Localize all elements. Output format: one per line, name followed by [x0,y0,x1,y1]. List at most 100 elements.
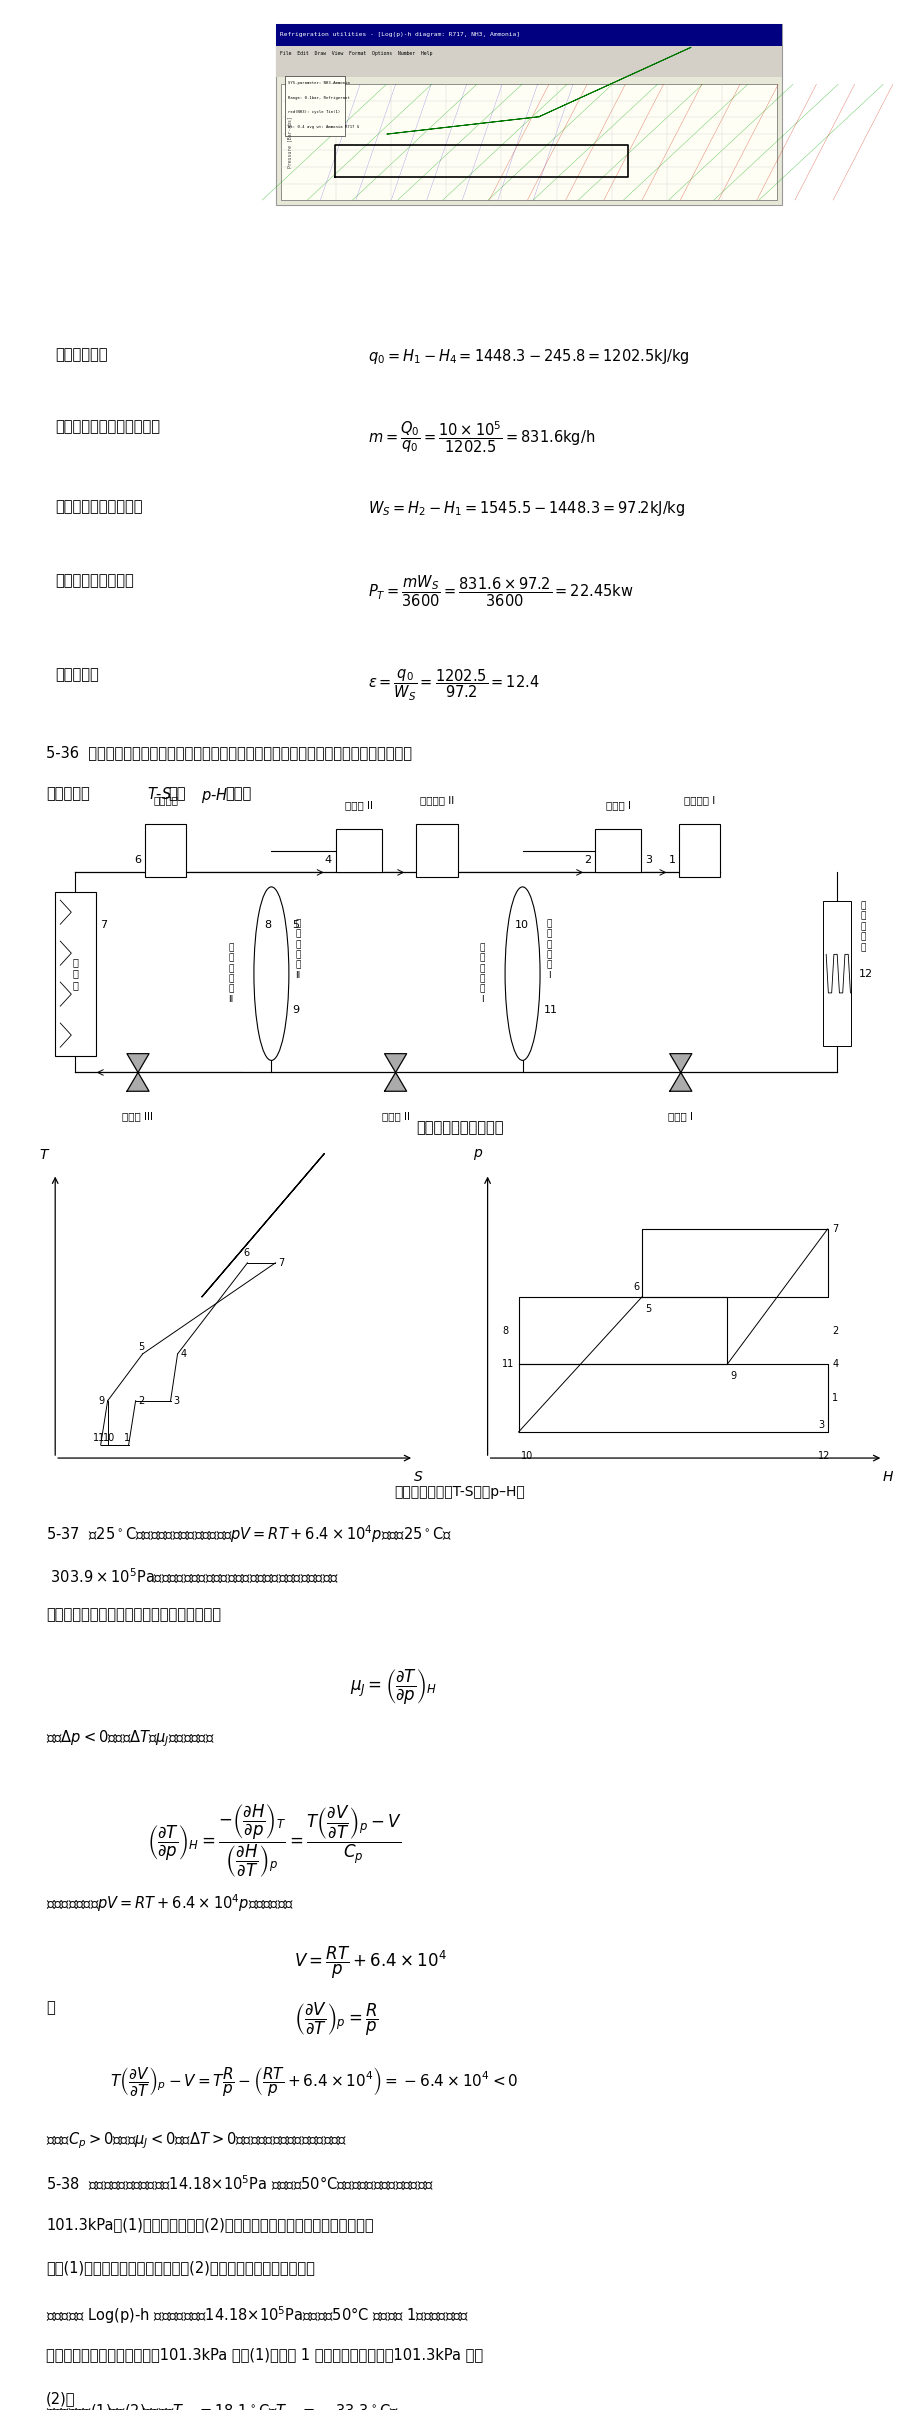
Text: 4: 4 [832,1359,837,1369]
Text: 制冷剂的流量（循环量）为: 制冷剂的流量（循环量）为 [55,419,160,434]
Text: $S$: $S$ [413,1470,424,1485]
Text: 则: 则 [46,2000,55,2015]
Text: 5: 5 [644,1304,651,1313]
Text: 中
间
冷
却
罐
II: 中 间 冷 却 罐 II [228,942,233,1005]
Text: $p$: $p$ [472,1147,482,1162]
Text: 比热容$C_p > 0$，因此$\mu_J < 0$，故$\Delta T > 0$，即节流膨胀后气体的温度上升。: 比热容$C_p > 0$，因此$\mu_J < 0$，故$\Delta T > … [46,2130,347,2152]
Text: 节流阀 I: 节流阀 I [667,1111,693,1121]
Text: 7: 7 [278,1258,284,1268]
Text: 2: 2 [584,856,591,865]
Text: 图上。: 图上。 [225,786,252,800]
Polygon shape [127,1053,149,1092]
Text: 6: 6 [134,856,141,865]
Text: 4: 4 [324,856,332,865]
Text: Refrigeration utilities - [Log(p)-h diagram: R717, NH3, Ammonia]: Refrigeration utilities - [Log(p)-h diag… [279,31,519,39]
Ellipse shape [505,887,539,1060]
Text: 101.3kPa。(1)绝热节流膨胀；(2)可逆绝热膨胀。试求氨膨胀后的温度。: 101.3kPa。(1)绝热节流膨胀；(2)可逆绝热膨胀。试求氨膨胀后的温度。 [46,2217,373,2232]
Text: Range: 0.1bar, Refrigerant: Range: 0.1bar, Refrigerant [288,96,349,99]
Text: 6: 6 [632,1282,639,1292]
Text: 水冷器 II: 水冷器 II [345,800,372,810]
FancyBboxPatch shape [285,77,345,137]
Text: $\left(\dfrac{\partial T}{\partial p}\right)_H = \dfrac{-\left(\dfrac{\partial H: $\left(\dfrac{\partial T}{\partial p}\ri… [147,1803,402,1880]
Text: 3: 3 [644,856,652,865]
FancyBboxPatch shape [280,84,777,200]
Text: 在氨的电子 Log(p)-h 图上找到压力为14.18×10$^5$Pa、温度为50°C 对应的点 1，然后沿等焓线: 在氨的电子 Log(p)-h 图上找到压力为14.18×10$^5$Pa、温度为… [46,2304,469,2326]
Text: $H$: $H$ [880,1470,893,1485]
Text: 压缩机的单位耗功量为: 压缩机的单位耗功量为 [55,499,142,513]
Text: 11: 11 [93,1434,106,1444]
Text: 氨的状态方程式$pV = RT + 6.4\times10^4p$，可以改写成: 氨的状态方程式$pV = RT + 6.4\times10^4p$，可以改写成 [46,1892,294,1914]
Text: 图和: 图和 [168,786,186,800]
Text: 高压汽缸: 高压汽缸 [153,795,178,805]
FancyBboxPatch shape [276,24,781,46]
Text: 冷
凝
器: 冷 凝 器 [73,957,78,991]
Text: 3: 3 [818,1419,823,1429]
Text: 12: 12 [857,969,871,978]
FancyBboxPatch shape [276,24,781,205]
Text: 6: 6 [243,1248,249,1258]
Text: $m = \dfrac{Q_0}{q_0} = \dfrac{10\times10^5}{1202.5} = 831.6\mathrm{kg/h}$: $m = \dfrac{Q_0}{q_0} = \dfrac{10\times1… [368,419,595,455]
Text: 3: 3 [173,1395,179,1405]
Text: $\left(\dfrac{\partial V}{\partial T}\right)_p = \dfrac{R}{p}$: $\left(\dfrac{\partial V}{\partial T}\ri… [294,2000,379,2036]
Text: $\varepsilon = \dfrac{q_0}{W_S} = \dfrac{1202.5}{97.2} = 12.4$: $\varepsilon = \dfrac{q_0}{W_S} = \dfrac… [368,668,539,704]
Text: 5-37  在25$^\circ$C时，氨的状态方程式可表示为$pV = RT + 6.4\times10^4p$，问在25$^\circ$C、: 5-37 在25$^\circ$C时，氨的状态方程式可表示为$pV = RT +… [46,1523,452,1545]
Text: SYS-parameter: NH3-Ammonia: SYS-parameter: NH3-Ammonia [288,82,349,84]
Text: 5-36  一台蒸汽压缩制冷装置要同时满足三种不同低温的要求，试将该装置的流程图与制冷: 5-36 一台蒸汽压缩制冷装置要同时满足三种不同低温的要求，试将该装置的流程图与… [46,745,412,759]
Text: 10: 10 [103,1434,115,1444]
Bar [415,824,457,877]
Text: 解：(1)绝热节流膨胀为等焓过程；(2)可逆绝热膨胀为等熵过程。: 解：(1)绝热节流膨胀为等焓过程；(2)可逆绝热膨胀为等熵过程。 [46,2261,314,2275]
FancyBboxPatch shape [276,60,781,77]
Text: red(NH3): cycle Tin(1): red(NH3): cycle Tin(1) [288,111,340,113]
Text: 9: 9 [98,1395,105,1405]
Text: 节流阀 II: 节流阀 II [381,1111,409,1121]
Text: 解：节流膨胀为减压的等焓过程，膨胀效率为: 解：节流膨胀为减压的等焓过程，膨胀效率为 [46,1607,221,1622]
Text: $W_S = H_2 - H_1 = 1545.5 - 1448.3 = 97.2\mathrm{kJ/kg}$: $W_S = H_2 - H_1 = 1545.5 - 1448.3 = 97.… [368,499,685,518]
Text: $T\left(\dfrac{\partial V}{\partial T}\right)_p - V = T\dfrac{R}{p} - \left(\dfr: $T\left(\dfrac{\partial V}{\partial T}\r… [110,2065,518,2099]
Text: 12: 12 [818,1451,830,1460]
Text: 低压汽缸 II: 低压汽缸 II [419,795,454,805]
Bar [145,824,186,877]
Text: 2: 2 [138,1395,144,1405]
Bar [335,829,381,872]
Bar [55,892,96,1056]
Text: 中
间
冷
却
罐
I: 中 间 冷 却 罐 I [479,942,484,1005]
Text: 高
压
蒸
发
器
I: 高 压 蒸 发 器 I [546,918,551,981]
Bar [678,824,720,877]
Text: 水冷器 I: 水冷器 I [605,800,630,810]
Text: 低压汽缸 I: 低压汽缸 I [683,795,714,805]
Text: $\mu_J = \left(\dfrac{\partial T}{\partial p}\right)_H$: $\mu_J = \left(\dfrac{\partial T}{\parti… [349,1668,437,1706]
Text: $P_T = \dfrac{mW_S}{3600} = \dfrac{831.6\times97.2}{3600} = 22.45\mathrm{kw}$: $P_T = \dfrac{mW_S}{3600} = \dfrac{831.6… [368,574,633,610]
Text: $q_0 = H_1 - H_4 = 1448.3 - 245.8 = 1202.5\mathrm{kJ/kg}$: $q_0 = H_1 - H_4 = 1448.3 - 245.8 = 1202… [368,347,689,366]
Text: 7: 7 [100,921,107,930]
Text: $303.9\times10^5$Pa时将氨气通过节流膨胀后，气体的温度是上升还是下降？: $303.9\times10^5$Pa时将氨气通过节流膨胀后，气体的温度是上升还… [46,1566,339,1586]
Polygon shape [669,1053,691,1092]
Text: 节流阀 III: 节流阀 III [122,1111,153,1121]
Text: (2)。: (2)。 [46,2391,75,2405]
Text: 高
压
蒸
发
器
II: 高 压 蒸 发 器 II [295,918,301,981]
Text: （图中的竖直线）找到压力为101.3kPa 的点(1)；从点 1 沿等熵线找到压力为101.3kPa 的点: （图中的竖直线）找到压力为101.3kPa 的点(1)；从点 1 沿等熵线找到压… [46,2347,482,2362]
Text: 制冷系数为: 制冷系数为 [55,668,99,682]
Text: File  Edit  Draw  View  Format  Options  Number  Help: File Edit Draw View Format Options Numbe… [279,51,432,55]
Text: 低
压
蒸
发
器: 低 压 蒸 发 器 [859,901,865,952]
Text: 9: 9 [729,1371,735,1381]
Bar [823,901,850,1046]
Text: 5: 5 [292,921,300,930]
Text: 循环表示在: 循环表示在 [46,786,90,800]
Text: 压缩机消耗的功率为: 压缩机消耗的功率为 [55,574,134,588]
Text: $p\text{-}H$: $p\text{-}H$ [200,786,228,805]
Text: 4: 4 [180,1350,187,1359]
Text: 9: 9 [292,1005,300,1015]
Ellipse shape [254,887,289,1060]
Text: 1: 1 [669,856,675,865]
Text: 5-38  压缩机出口的氨，压力为14.18×10$^5$Pa 及温度为50°C，若按下述不同的过程膨胀到: 5-38 压缩机出口的氨，压力为14.18×10$^5$Pa 及温度为50°C，… [46,2174,434,2193]
Polygon shape [384,1053,406,1092]
Text: 8: 8 [502,1326,507,1335]
Text: 从图中读出点(1)和点(2)的温度：$T_{(1)} = 18.1^\circ$C，$T_{(2)} = -33.3^\circ$C。: 从图中读出点(1)和点(2)的温度：$T_{(1)} = 18.1^\circ$… [46,2403,399,2410]
Text: 7: 7 [832,1224,837,1234]
Text: 因为$\Delta p < 0$，所以$\Delta T$与$\mu_J$的符号相反。: 因为$\Delta p < 0$，所以$\Delta T$与$\mu_J$的符号… [46,1728,214,1750]
Text: 三级压缩制冷的T-S图和p–H图: 三级压缩制冷的T-S图和p–H图 [394,1485,525,1499]
Text: $T\text{-}S$: $T\text{-}S$ [147,786,172,803]
Text: $T$: $T$ [40,1147,51,1162]
Text: Pressure [Bar-abs]: Pressure [Bar-abs] [287,116,291,169]
Text: $V = \dfrac{RT}{p} + 6.4\times10^4$: $V = \dfrac{RT}{p} + 6.4\times10^4$ [294,1945,447,1981]
